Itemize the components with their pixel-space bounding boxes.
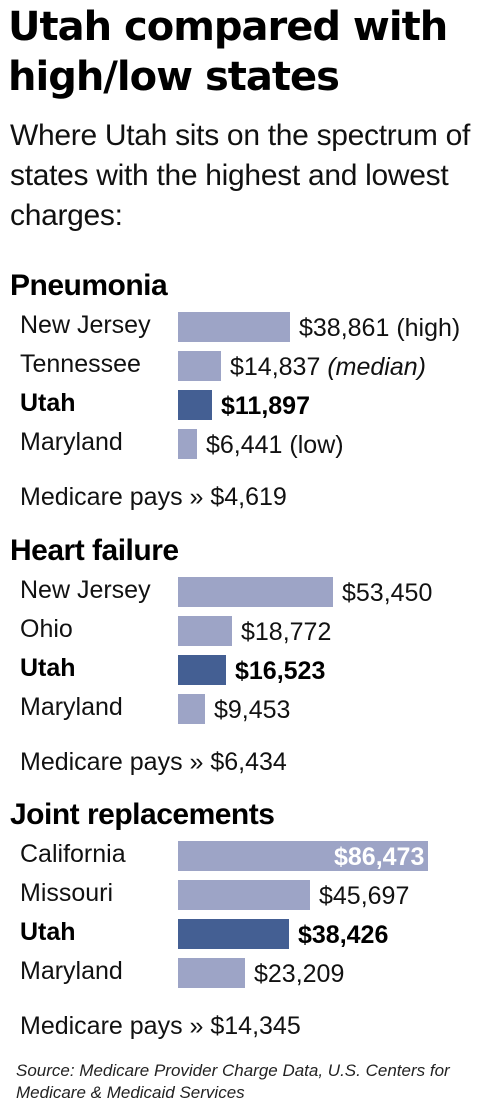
bar-value: $38,426 [298, 921, 389, 949]
bar [178, 390, 212, 420]
page-subtitle: Where Utah sits on the spectrum of state… [10, 119, 471, 232]
bar-value-label: $53,450 [342, 578, 432, 608]
bar-value-label: $11,897 [221, 391, 310, 421]
bar-label: Utah [20, 654, 76, 682]
bar-note: (low) [289, 431, 344, 459]
bar [178, 312, 290, 342]
bar [178, 616, 232, 646]
bar-value: $9,453 [214, 696, 291, 724]
medicare-pays-label: Medicare pays » $6,434 [20, 748, 287, 776]
medicare-pays-label: Medicare pays » $4,619 [20, 483, 287, 511]
bar-value: $11,897 [221, 392, 310, 420]
source-note: Source: Medicare Provider Charge Data, U… [16, 1061, 450, 1102]
bar [178, 351, 221, 381]
bar-value-label: $38,426 [298, 920, 388, 950]
bar-label: New Jersey [20, 576, 151, 604]
bar-note: (high) [396, 314, 461, 342]
bar [178, 880, 310, 910]
bar [178, 577, 333, 607]
bar [178, 841, 428, 871]
bar-value: $18,772 [241, 618, 332, 646]
bar-value: $14,837 [230, 353, 321, 381]
bar-value-label: $38,861 (high) [299, 313, 460, 343]
bar [178, 694, 205, 724]
bar [178, 919, 289, 949]
bar [178, 429, 197, 459]
bar-label: Ohio [20, 615, 73, 643]
bar-value-label: $86,473 [334, 842, 424, 872]
bar-value: $23,209 [254, 960, 345, 988]
bar-value: $45,697 [319, 882, 410, 910]
bar-value: $38,861 [299, 314, 390, 342]
bar-value-label: $6,441 (low) [206, 430, 344, 460]
chart-2-title: Heart failure [10, 534, 179, 567]
bar-label: Maryland [20, 957, 123, 985]
bar-label: Maryland [20, 693, 123, 721]
bar-label: Missouri [20, 879, 114, 907]
bar-note: (median) [327, 353, 426, 381]
bar-value: $6,441 [206, 431, 283, 459]
page-title: Utah compared with high/low states [8, 4, 448, 100]
bar-label: Maryland [20, 428, 123, 456]
bar-label: Utah [20, 918, 76, 946]
bar-label: California [20, 840, 126, 868]
bar-value-label: $45,697 [319, 881, 409, 911]
chart-1-title: Pneumonia [10, 269, 168, 302]
bar-value-label: $14,837 (median) [230, 352, 426, 382]
chart-3-title: Joint replacements [10, 798, 275, 831]
medicare-pays-label: Medicare pays » $14,345 [20, 1012, 301, 1040]
bar-label: Utah [20, 389, 76, 417]
bar-value: $86,473 [334, 843, 425, 871]
bar-label: Tennessee [20, 350, 141, 378]
bar-value-label: $23,209 [254, 959, 344, 989]
bar [178, 655, 226, 685]
bar-value-label: $18,772 [241, 617, 331, 647]
bar-value: $53,450 [342, 579, 433, 607]
bar-value-label: $16,523 [235, 656, 325, 686]
bar-label: New Jersey [20, 311, 151, 339]
bar-value: $16,523 [235, 657, 326, 685]
bar [178, 958, 245, 988]
bar-value-label: $9,453 [214, 695, 290, 725]
